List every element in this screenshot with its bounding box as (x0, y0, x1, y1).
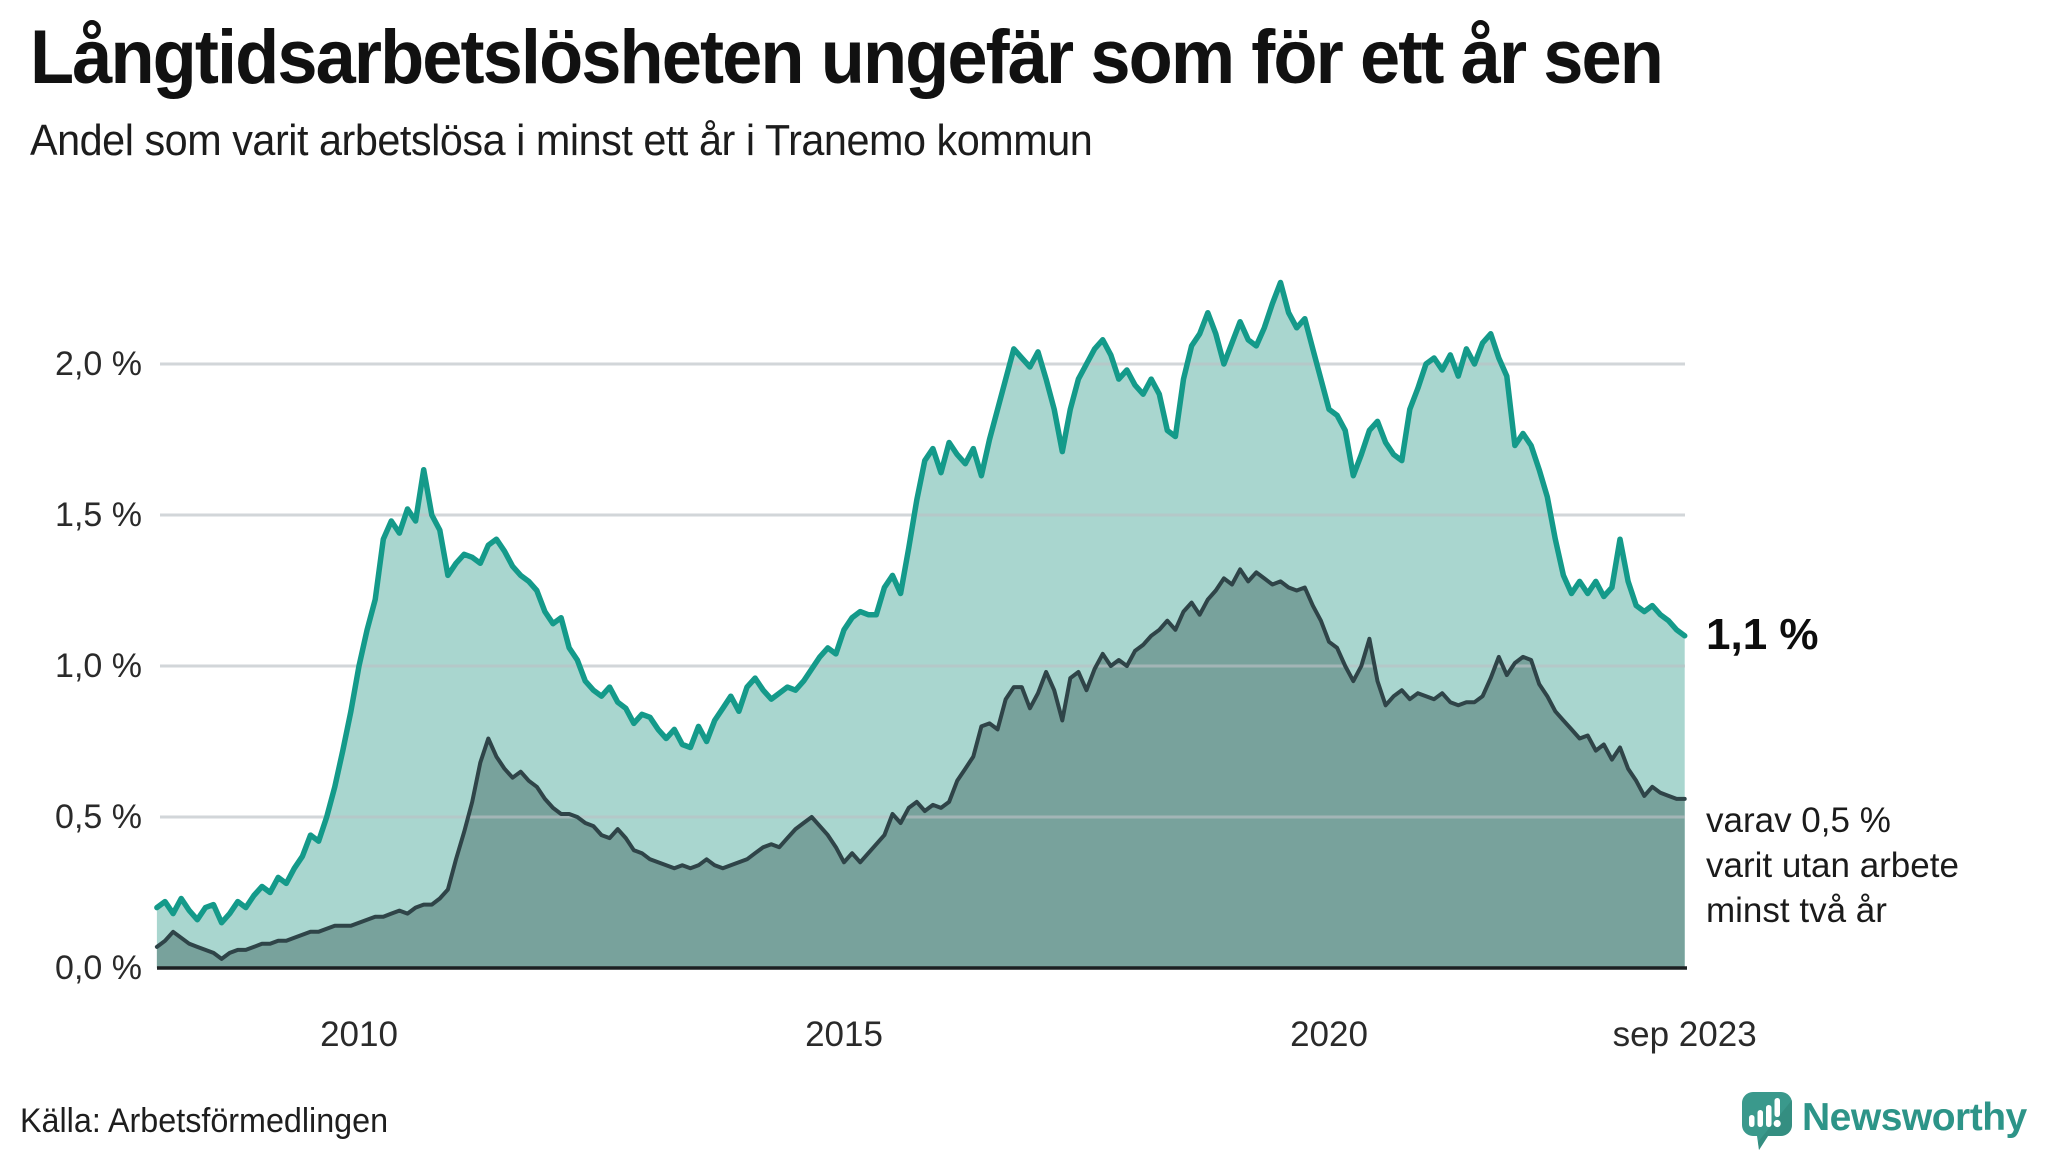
x-axis-tick-label: sep 2023 (1612, 1015, 1757, 1054)
page-subtitle: Andel som varit arbetslösa i minst ett å… (30, 116, 1093, 165)
x-axis-tick-label: 2020 (1290, 1015, 1368, 1054)
series-area-2 (156, 569, 1685, 968)
series-line-1 (154, 279, 1688, 926)
y-axis-tick-label: 0,0 % (55, 949, 142, 987)
y-axis-tick-label: 0,5 % (55, 798, 142, 836)
y-axis-tick-label: 2,0 % (55, 345, 142, 383)
latest-value-label: 1,1 % (1706, 610, 1819, 659)
page-title: Långtidsarbetslösheten ungefär som för e… (30, 15, 1664, 100)
secondary-series-note: varav 0,5 % varit utan arbete minst två … (1706, 798, 1959, 933)
x-axis-tick-label: 2015 (805, 1015, 883, 1054)
note-line-2: varit utan arbete (1706, 846, 1959, 885)
y-axis-tick-label: 1,5 % (55, 496, 142, 534)
source-credit: Källa: Arbetsförmedlingen (20, 1102, 389, 1140)
note-line-1: varav 0,5 % (1706, 801, 1891, 840)
newsworthy-logo-icon (1742, 1092, 1792, 1150)
y-axis-tick-label: 1,0 % (55, 647, 142, 685)
series-line-2 (154, 567, 1687, 961)
x-axis-tick-label: 2010 (320, 1015, 398, 1054)
note-line-3: minst två år (1706, 891, 1887, 930)
newsworthy-wordmark: Newsworthy (1802, 1096, 2027, 1139)
